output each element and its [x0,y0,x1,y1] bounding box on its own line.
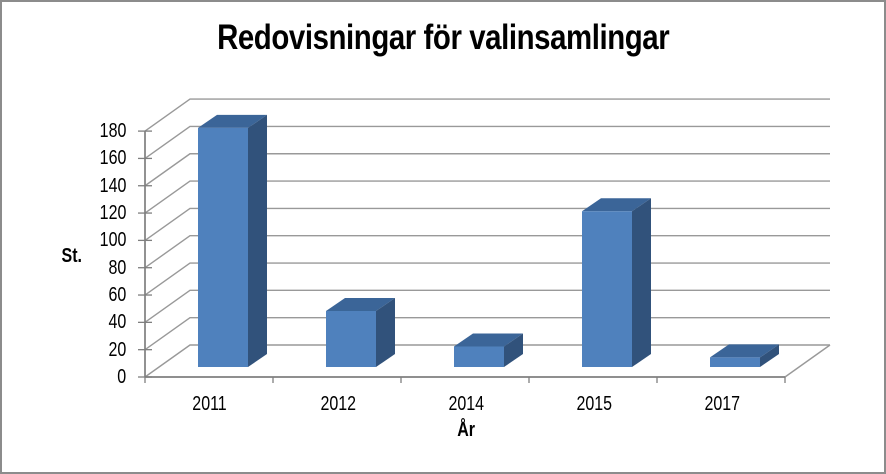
y-tick-label-20: 20 [58,339,126,361]
bar-2017-top [710,344,779,358]
gridline-140 [144,153,830,187]
bar-2011 [198,127,248,367]
x-category-label-2014: 2014 [424,393,508,415]
y-tick-label-60: 60 [58,284,126,306]
bar-2011-side [248,114,267,367]
x-category-label-2015: 2015 [552,393,636,415]
y-tick-label-40: 40 [58,311,126,333]
bar-2015-top [582,198,651,212]
y-tick-label-140: 140 [58,175,126,197]
x-category-label-text: 2015 [576,393,612,415]
y-tick-label-160: 160 [58,147,126,169]
bar-2015 [582,211,632,367]
floor-right-edge [784,344,831,378]
y-tick-label-text: 100 [99,229,126,252]
y-axis-title: St. [52,245,92,268]
y-tick-label-text: 80 [108,256,126,279]
bar-2017-side [760,344,779,367]
x-category-label-text: 2017 [704,393,740,415]
bar-2012-top [326,297,395,311]
bar-2014-top [454,333,523,347]
y-tick-label-text: 0 [117,366,126,388]
y-tick-label-text: 120 [99,202,126,225]
y-tick-label-120: 120 [58,202,126,224]
y-axis-title-text: St. [61,245,83,267]
y-tick-label-0: 0 [58,366,126,388]
chart-title-text: Redovisningar för valinsamlingar [216,18,670,57]
gridline-160 [144,125,830,159]
x-category-label-text: 2014 [448,393,484,415]
bar-2014 [454,346,504,367]
bar-2012-side [376,297,395,367]
x-axis-title: År [426,419,506,442]
y-tick-label-text: 40 [108,311,126,334]
bar-2014-side [504,333,523,367]
x-axis-title-text: År [457,419,475,441]
gridline-120 [144,180,830,214]
bar-2017 [710,357,760,367]
x-category-label-2011: 2011 [168,393,252,415]
bar-2015-side [632,198,651,367]
bar-2011-top [198,114,267,128]
y-tick-label-text: 140 [99,174,126,197]
y-tick-label-text: 180 [99,120,126,143]
y-tick-label-text: 160 [99,147,126,170]
y-tick-label-180: 180 [58,120,126,142]
x-category-label-2012: 2012 [296,393,380,415]
x-category-label-text: 2012 [320,393,356,415]
x-category-label-2017: 2017 [680,393,764,415]
y-tick-label-100: 100 [58,229,126,251]
x-category-label-text: 2011 [192,393,228,415]
y-tick-label-text: 20 [108,338,126,361]
gridline-180 [144,98,830,132]
y-tick-label-text: 60 [108,284,126,307]
chart-title: Redovisningar för valinsamlingar [2,18,884,58]
bar-2012 [326,310,376,367]
y-tick-label-80: 80 [58,257,126,279]
